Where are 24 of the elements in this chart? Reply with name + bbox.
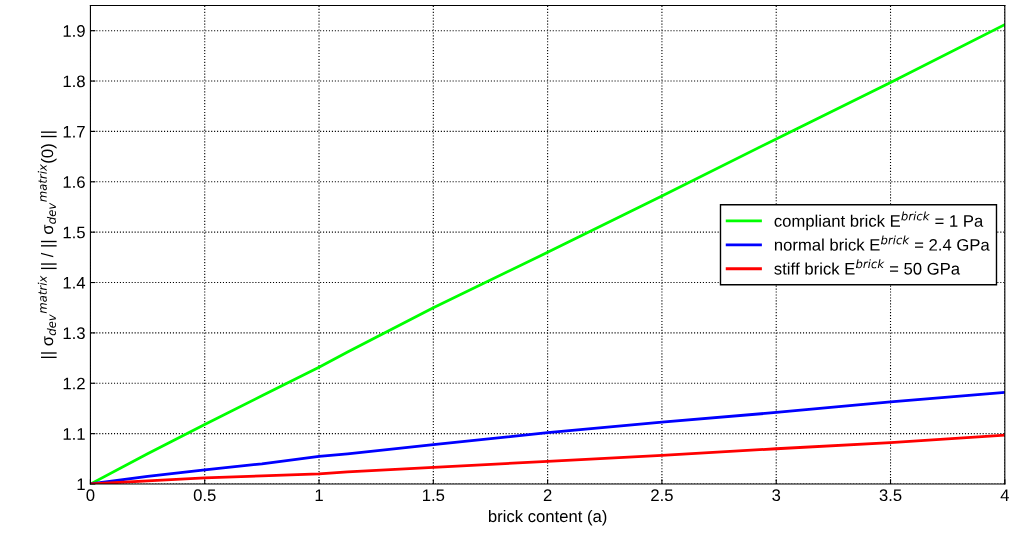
y-tick-label: 1.1: [63, 428, 85, 440]
legend-label: normal brick E$^{brick}$ = 2.4 GPa: [774, 235, 990, 251]
x-tick-label: 1.5: [423, 489, 445, 502]
x-tick-label: 0.5: [193, 489, 216, 502]
y-tick-label: 1.5: [63, 226, 85, 239]
x-tick-label: 2: [543, 489, 552, 501]
y-tick-label: 1: [77, 478, 85, 491]
x-tick-label: 2.5: [651, 489, 673, 502]
legend-label: stiff brick E$^{brick}$ = 50 GPa: [774, 259, 961, 275]
x-tick-label: 4: [1000, 489, 1009, 501]
y-tick-label: 1.7: [63, 125, 85, 138]
y-tick-label: 1.8: [63, 75, 85, 88]
y-tick-label: 1.3: [63, 327, 85, 340]
y-tick-label: 1.9: [63, 25, 85, 37]
legend-label: compliant brick E$^{brick}$ = 1 Pa: [774, 211, 984, 231]
y-tick-label: 1.6: [63, 176, 85, 188]
x-tick-label: 3: [772, 489, 781, 502]
y-axis-title: || σ$_{dev}$$^{matrix}$ || / || σ$_{dev}$$^{matrix}$(0) ||: [37, 131, 57, 359]
y-tick-label: 1.2: [63, 377, 85, 390]
x-tick-label: 3.5: [879, 489, 902, 502]
x-tick-label: 1: [315, 489, 323, 501]
x-axis-title: brick content (a): [488, 509, 607, 526]
x-tick-label: 0: [86, 489, 95, 502]
y-tick-label: 1.4: [63, 277, 86, 289]
